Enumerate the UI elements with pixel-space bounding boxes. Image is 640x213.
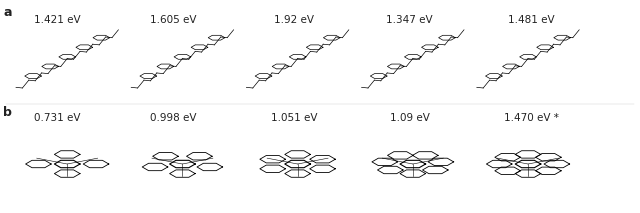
- Text: 1.481 eV: 1.481 eV: [508, 15, 554, 25]
- Text: 1.347 eV: 1.347 eV: [387, 15, 433, 25]
- Text: 1.470 eV *: 1.470 eV *: [504, 113, 559, 123]
- Text: 1.92 eV: 1.92 eV: [275, 15, 314, 25]
- Text: 1.605 eV: 1.605 eV: [150, 15, 196, 25]
- Text: 0.998 eV: 0.998 eV: [150, 113, 196, 123]
- Text: 1.421 eV: 1.421 eV: [35, 15, 81, 25]
- Text: b: b: [3, 106, 12, 119]
- Text: 1.09 eV: 1.09 eV: [390, 113, 429, 123]
- Text: 0.731 eV: 0.731 eV: [35, 113, 81, 123]
- Text: 1.051 eV: 1.051 eV: [271, 113, 317, 123]
- Text: a: a: [3, 6, 12, 19]
